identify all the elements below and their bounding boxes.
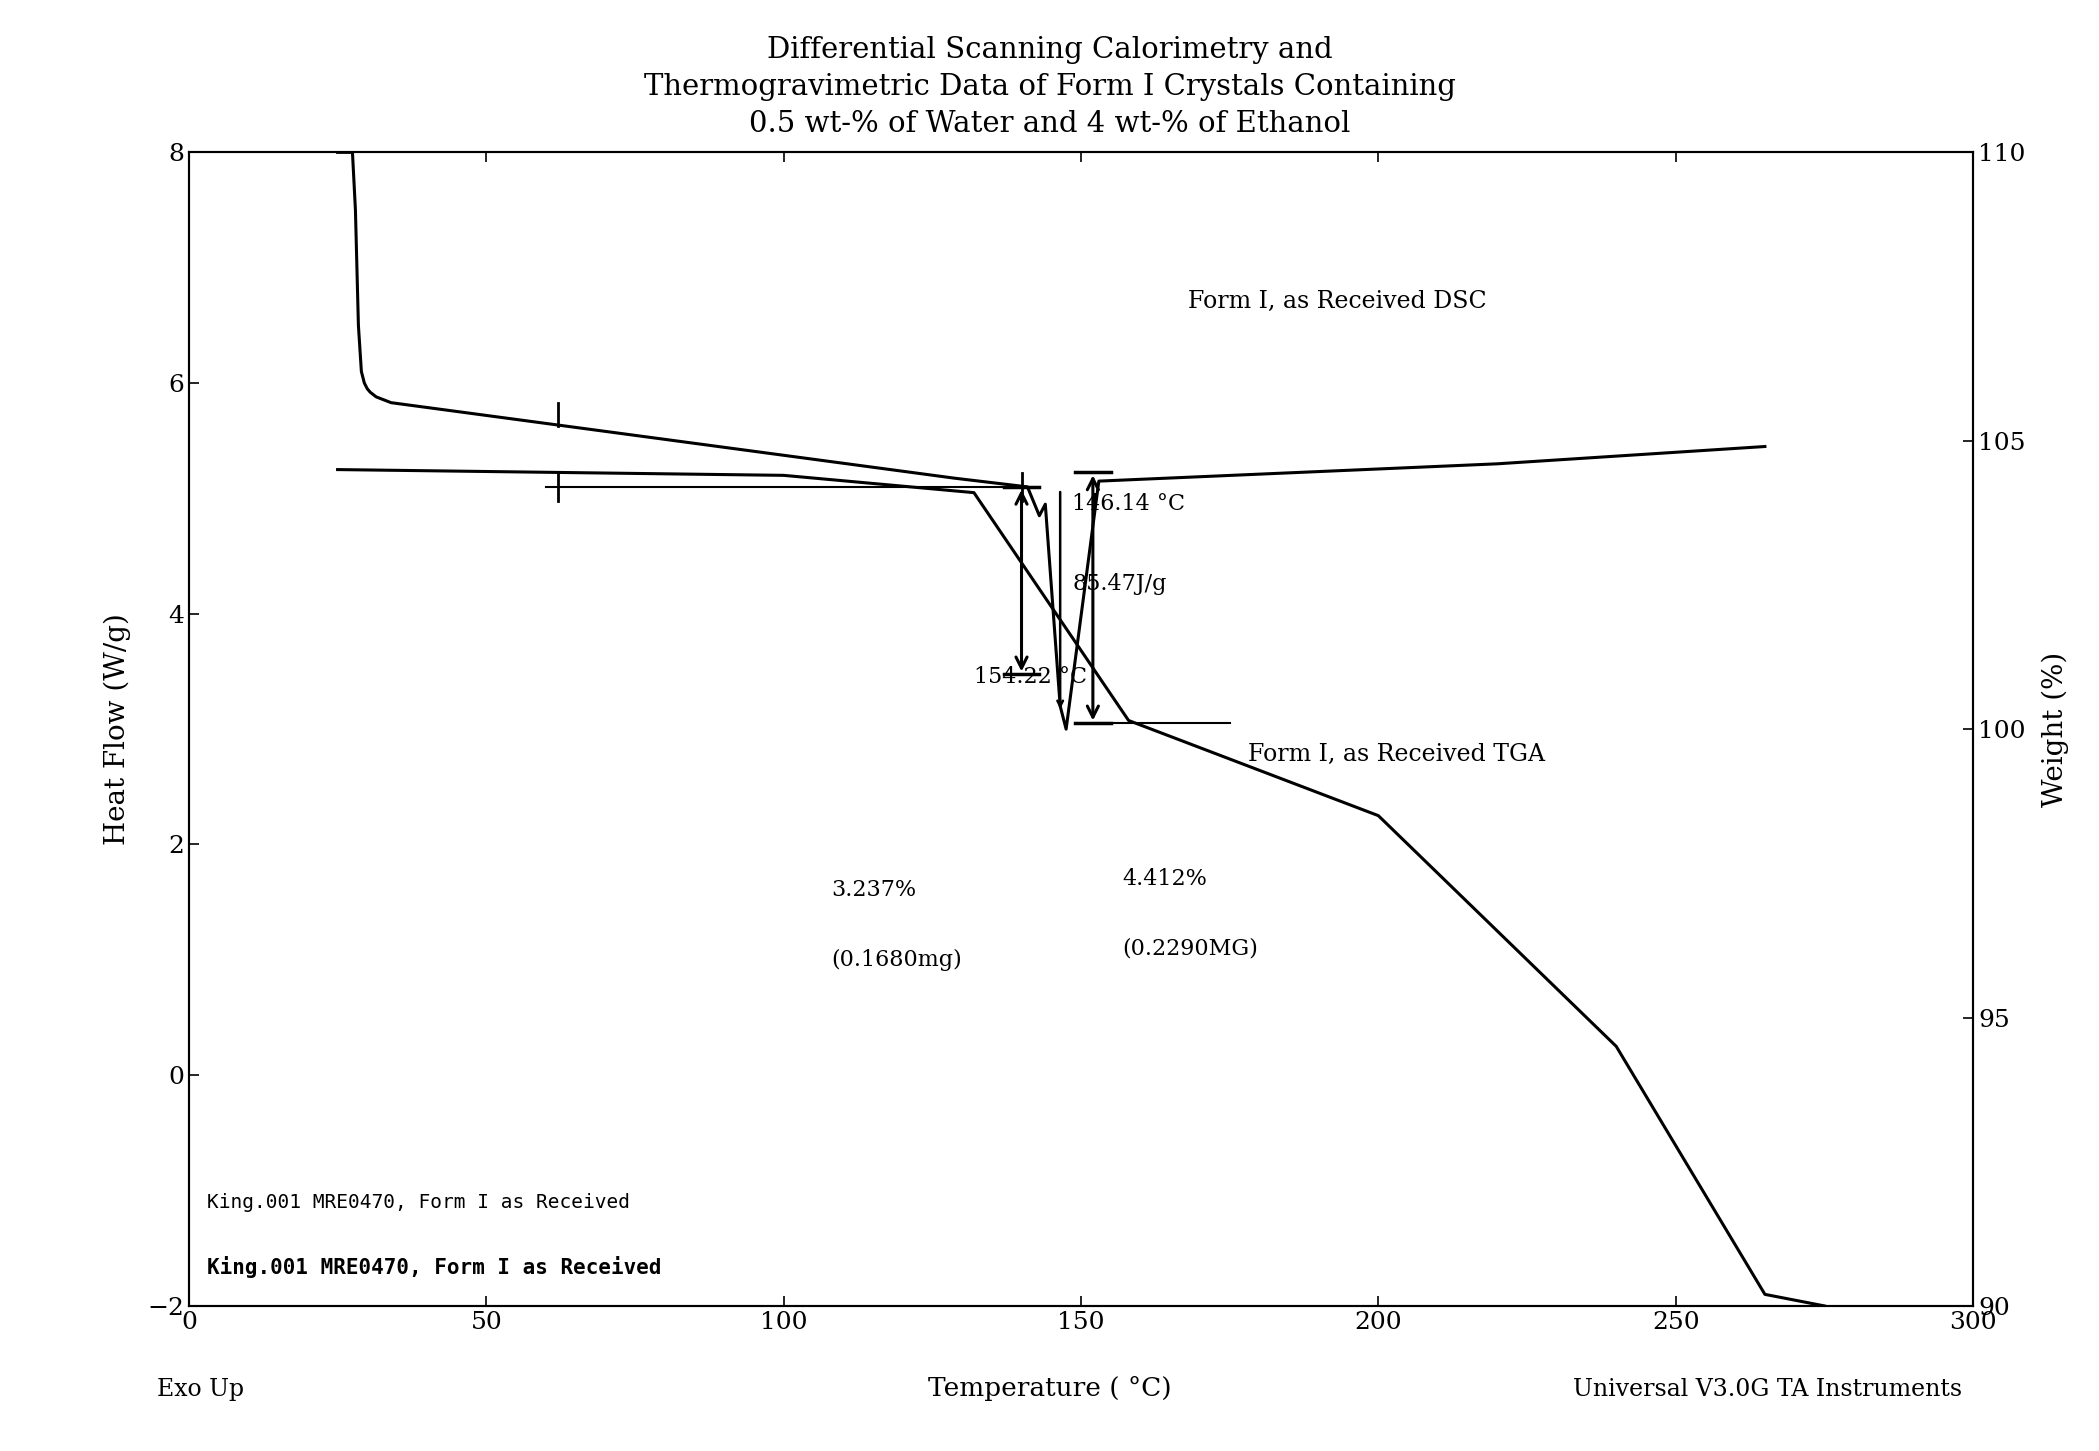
Text: King.001 MRE0470, Form I as Received: King.001 MRE0470, Form I as Received <box>206 1193 630 1212</box>
Text: 146.14 °C: 146.14 °C <box>1073 493 1186 515</box>
Text: Exo Up: Exo Up <box>157 1378 246 1400</box>
Text: 154.22 °C: 154.22 °C <box>974 666 1087 688</box>
Text: Form I, as Received DSC: Form I, as Received DSC <box>1188 290 1486 313</box>
Y-axis label: Heat Flow (W/g): Heat Flow (W/g) <box>103 614 130 844</box>
Text: King.001 MRE0470, Form I as Received: King.001 MRE0470, Form I as Received <box>206 1255 661 1277</box>
Text: (0.1680mg): (0.1680mg) <box>831 949 961 971</box>
Y-axis label: Weight (%): Weight (%) <box>2042 651 2070 807</box>
Text: 3.237%: 3.237% <box>831 879 917 901</box>
Text: Form I, as Received TGA: Form I, as Received TGA <box>1247 743 1545 766</box>
Text: 85.47J/g: 85.47J/g <box>1073 573 1167 595</box>
Text: 4.412%: 4.412% <box>1123 868 1207 889</box>
Text: Temperature ( °C): Temperature ( °C) <box>928 1376 1171 1400</box>
Text: Differential Scanning Calorimetry and
Thermogravimetric Data of Form I Crystals : Differential Scanning Calorimetry and Th… <box>644 36 1455 138</box>
Text: (0.2290MG): (0.2290MG) <box>1123 937 1259 959</box>
Text: Universal V3.0G TA Instruments: Universal V3.0G TA Instruments <box>1574 1378 1963 1400</box>
